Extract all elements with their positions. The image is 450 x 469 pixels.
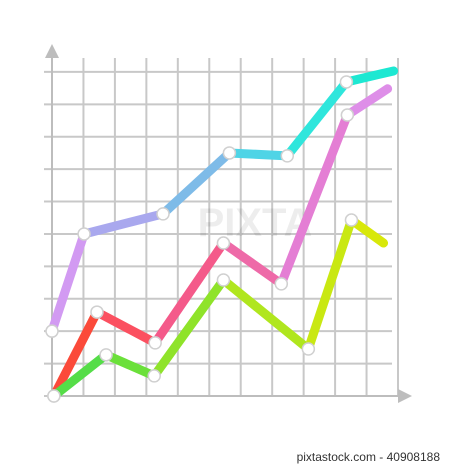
point-marker: [45, 324, 59, 338]
footer: pixtastock.com - 40908188: [297, 450, 441, 464]
point-marker: [339, 75, 354, 89]
line-segment: [49, 307, 102, 401]
point-marker: [148, 336, 162, 350]
point-marker: [301, 342, 316, 356]
point-marker: [216, 273, 231, 287]
point-marker: [222, 146, 237, 160]
watermark: PIXTA: [198, 201, 313, 245]
point-marker: [216, 236, 231, 250]
y-axis-arrow: [45, 44, 59, 58]
line-segment: [342, 84, 393, 120]
point-marker: [47, 389, 61, 403]
line-segment: [276, 110, 352, 289]
line-segment: [282, 77, 351, 161]
line-segment: [47, 229, 89, 336]
line-segment: [303, 215, 356, 354]
line-segment: [341, 66, 399, 87]
point-marker: [340, 108, 355, 122]
line-segment: [218, 275, 313, 354]
point-marker: [344, 213, 359, 227]
line-segment: [49, 350, 111, 401]
point-marker: [156, 207, 170, 221]
point-marker: [99, 348, 113, 362]
x-axis-arrow: [398, 389, 412, 403]
line-segment: [149, 275, 228, 381]
point-marker: [90, 305, 104, 319]
line-segment: [150, 238, 228, 348]
point-marker: [77, 227, 91, 241]
line-segment: [92, 307, 160, 348]
point-marker: [274, 277, 289, 291]
point-marker: [147, 369, 161, 383]
line-segment: [158, 148, 234, 219]
point-marker: [280, 149, 295, 163]
line-segment: [79, 209, 168, 239]
line-segment: [101, 350, 159, 381]
line-segment: [224, 148, 292, 161]
line-segment: [218, 238, 286, 289]
